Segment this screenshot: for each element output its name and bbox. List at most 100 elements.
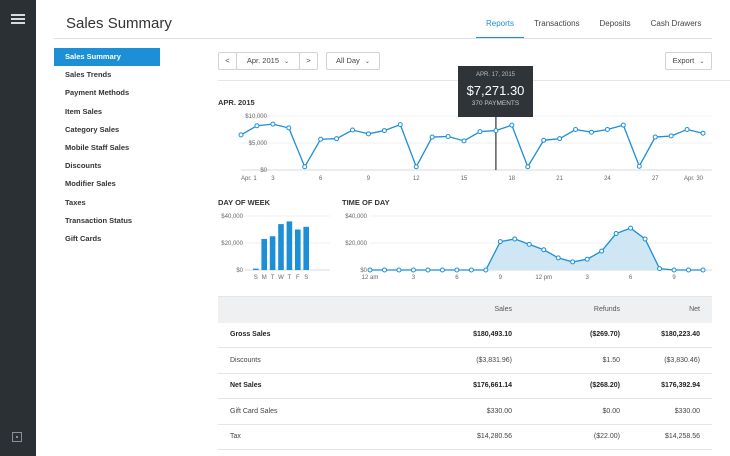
sidebar-item-mobile-staff-sales[interactable]: Mobile Staff Sales [65,142,130,152]
series-line [240,123,704,169]
data-point [588,129,594,135]
hamburger-menu-icon[interactable] [11,14,25,24]
tooltip-date: APR. 17, 2015 [475,72,516,78]
data-point [671,267,677,273]
x-tick-label: S [304,275,308,281]
sidebar-item-discounts[interactable]: Discounts [65,161,102,171]
refunds-cell: $0.00 [524,398,632,425]
y-tick-label: $20,000 [221,241,243,247]
y-tick-label: $40,000 [345,214,367,220]
data-point [318,136,324,142]
sales-cell: $180,493.10 [438,322,524,349]
header-divider [54,38,712,39]
table-header-row: Sales Refunds Net [218,296,712,323]
time-range-dropdown[interactable]: All Day ⌄ [326,52,380,70]
row-label: Net Sales [218,373,438,400]
tab-cash-drawers[interactable]: Cash Drawers [650,19,702,28]
data-point [557,136,563,142]
x-tick-label: 15 [461,176,468,182]
y-tick-label: $0 [236,268,243,274]
chevron-down-icon: ⌄ [284,59,290,65]
x-tick-label: M [262,275,267,281]
sales-cell: $330.00 [438,398,524,425]
next-period-button[interactable]: > [299,52,318,70]
sidebar-item-taxes[interactable]: Taxes [65,197,86,207]
data-point [410,267,416,273]
sidebar-item-modifier-sales[interactable]: Modifier Sales [65,179,116,189]
data-point [700,130,706,136]
data-point [302,164,308,170]
data-point [570,259,576,265]
data-point [642,236,648,242]
data-point [493,128,499,134]
data-point [525,164,531,170]
time-of-day-title: TIME OF DAY [342,198,390,207]
data-point [365,131,371,137]
x-tick-label: 12 pm [535,275,552,281]
tooltip-payments: 370 PAYMENTS [471,100,520,107]
chevron-down-icon: ⌄ [699,59,705,65]
table-row: Discounts ($3,831.96) $1.50 ($3,830.46) [218,347,712,374]
data-point [350,127,356,133]
sidebar: Sales Summary Sales Trends Payment Metho… [54,48,160,248]
x-tick-label: Apr. 30 [684,176,704,182]
net-cell: $180,223.40 [632,322,712,349]
tab-deposits[interactable]: Deposits [599,19,631,28]
data-point [686,267,692,273]
sidebar-item-sales-summary[interactable]: Sales Summary [54,48,160,67]
sidebar-item-payment-methods[interactable]: Payment Methods [65,88,130,98]
sales-cell: $14,280.56 [438,424,524,450]
tab-transactions[interactable]: Transactions [534,19,580,28]
column-header-net: Net [632,296,712,323]
sidebar-item-gift-cards[interactable]: Gift Cards [65,233,102,243]
x-tick-label: 9 [672,275,676,281]
time-range-label: All Day [336,56,360,65]
area-fill [370,228,703,270]
page-title: Sales Summary [66,15,172,32]
data-point [461,138,467,144]
sidebar-item-item-sales[interactable]: Item Sales [65,106,103,116]
data-point [541,247,547,253]
data-point [599,248,605,254]
net-cell: $330.00 [632,398,712,425]
bar [253,268,259,270]
sidebar-item-category-sales[interactable]: Category Sales [65,124,120,134]
data-point [526,241,532,247]
data-point [254,123,260,129]
data-point [636,163,642,169]
column-header-refunds: Refunds [524,296,632,323]
data-point [584,256,590,262]
sidebar-item-sales-trends[interactable]: Sales Trends [65,70,112,80]
y-tick-label: $10,000 [245,114,267,120]
net-cell: ($3,830.46) [632,347,712,374]
sidebar-item-transaction-status[interactable]: Transaction Status [65,215,133,225]
data-point [684,127,690,132]
column-header-sales: Sales [438,296,524,323]
refunds-cell: ($22.00) [524,424,632,450]
bar [295,229,301,270]
data-point [668,133,674,139]
net-cell: $14,258.56 [632,424,712,450]
square-logo-icon[interactable] [12,432,22,442]
export-label: Export [672,56,695,65]
data-point [381,128,387,134]
data-point [628,225,634,231]
x-tick-label: 18 [508,176,515,182]
data-point [512,236,518,242]
x-tick-label: 21 [556,176,563,182]
data-point [429,134,435,140]
export-dropdown[interactable]: Export ⌄ [665,52,712,70]
data-point [425,267,431,273]
day-of-week-title: DAY OF WEEK [218,198,271,207]
app-rail [0,0,36,456]
x-tick-label: F [296,275,300,281]
bar [303,226,309,270]
x-tick-label: Apr. 1 [241,176,257,182]
y-tick-label: $5,000 [249,141,268,147]
data-point [652,134,658,140]
column-header [218,296,438,323]
x-tick-label: 6 [455,275,459,281]
data-point [413,164,419,170]
data-point [445,134,451,140]
x-tick-label: S [254,275,258,281]
